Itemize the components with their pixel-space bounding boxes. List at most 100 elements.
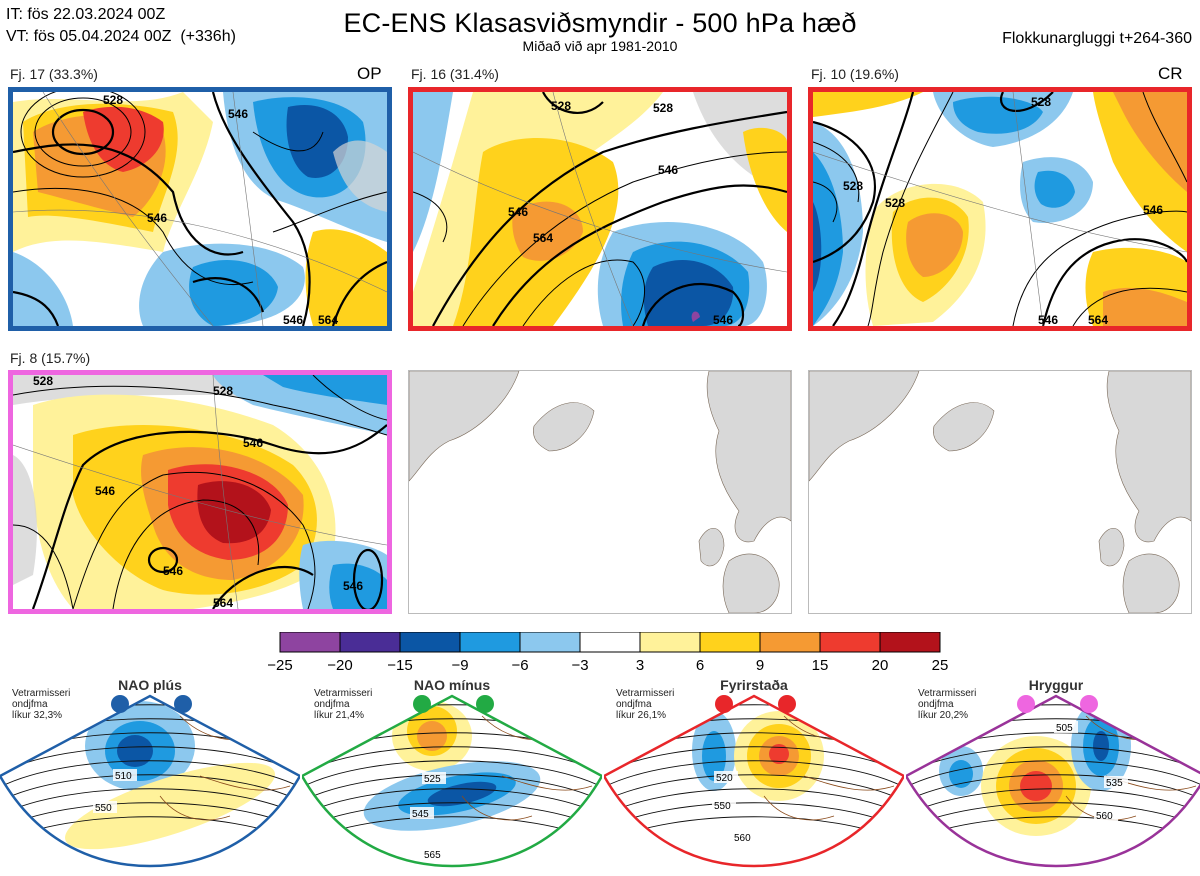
regime-title: Fyrirstaða (720, 677, 788, 693)
colorbar-swatch (399, 631, 461, 653)
regime-probability-note: líkur 32,3% (12, 710, 62, 721)
contour-label: 546 (508, 205, 528, 219)
regime-probability-note: Vetrarmisseri (12, 688, 70, 699)
regime-contour-label: 550 (95, 803, 112, 814)
regime-probability-note: líkur 26,1% (616, 710, 666, 721)
contour-label: 546 (343, 579, 363, 593)
colorbar-tick-label: −25 (267, 657, 292, 674)
page-subtitle: Miðað við apr 1981-2010 (522, 38, 678, 54)
regime-panel: NAO plús Vetrarmisseri ondjfma líkur 32,3% 5… (0, 676, 302, 871)
regime-title: NAO mínus (414, 677, 490, 693)
colorbar-swatch (459, 631, 521, 653)
contour-label: 546 (658, 163, 678, 177)
contour-label: 546 (713, 313, 733, 326)
regime-contour-label: 560 (1096, 811, 1113, 822)
regime-contour-label: 535 (1106, 778, 1123, 789)
colorbar-swatch (879, 631, 941, 653)
regime-probability-note: ondjfma (314, 699, 350, 710)
regime-contour-label: 520 (716, 773, 733, 784)
regime-center-marker (1017, 695, 1035, 713)
contour-label: 546 (283, 313, 303, 326)
regime-probability-note: ondjfma (12, 699, 48, 710)
colorbar-tick-label: −6 (511, 657, 528, 674)
colorbar: −25 −20 −15 −9 −6 −3 3 6 9 15 20 25 (265, 631, 955, 674)
colorbar-swatch (819, 631, 881, 653)
regime-probability-note: Vetrarmisseri (918, 688, 976, 699)
contour-label: 546 (163, 564, 183, 578)
regime-center-marker (1080, 695, 1098, 713)
colorbar-swatch (759, 631, 821, 653)
colorbar-swatch (519, 631, 581, 653)
regime-contour-label: 510 (115, 771, 132, 782)
regime-contour-label: 550 (714, 801, 731, 812)
regime-center-marker (778, 695, 796, 713)
regime-center-marker (174, 695, 192, 713)
contour-label: 528 (1031, 95, 1051, 109)
contour-label: 528 (843, 179, 863, 193)
classification-window: Flokkunargluggi t+264-360 (1002, 30, 1192, 47)
regime-probability-note: ondjfma (918, 699, 954, 710)
regime-contour-label: 525 (424, 774, 441, 785)
colorbar-tick-label: 9 (756, 657, 764, 674)
regime-center-marker (413, 695, 431, 713)
colorbar-tick-label: −9 (451, 657, 468, 674)
regime-center-marker (476, 695, 494, 713)
regime-probability-note: Vetrarmisseri (314, 688, 372, 699)
regime-panel: Hryggur Vetrarmisseri ondjfma líkur 20,2% 50… (904, 676, 1200, 871)
colorbar-tick-label: −15 (387, 657, 412, 674)
page-title: EC-ENS Klasasviðsmyndir - 500 hPa hæð (343, 8, 857, 38)
cluster-map-fj16: 528 528 546 546 564 546 (408, 87, 792, 331)
cluster-map-fj10: 528 528 528 546 546 564 (808, 87, 1192, 331)
colorbar-graphic: −25 −20 −15 −9 −6 −3 3 6 9 15 20 25 (267, 631, 949, 674)
regime-panel: NAO mínus Vetrarmisseri ondjfma líkur 21,4%… (300, 676, 604, 871)
cluster-map-fj8: 528 528 546 546 546 546 564 (8, 370, 392, 614)
regime-probability-note: Vetrarmisseri (616, 688, 674, 699)
weather-regimes: NAO plús Vetrarmisseri ondjfma líkur 32,3% 5… (0, 676, 1200, 871)
colorbar-swatch (699, 631, 761, 653)
initial-time: IT: fös 22.03.2024 00Z (6, 6, 166, 23)
regime-probability-note: líkur 20,2% (918, 710, 968, 721)
empty-map-panel-5 (408, 370, 792, 614)
contour-label: 528 (653, 101, 673, 115)
colorbar-swatch (639, 631, 701, 653)
colorbar-tick-label: 25 (932, 657, 949, 674)
panel-1-tag: OP (357, 64, 382, 83)
colorbar-swatch (279, 631, 341, 653)
contour-label: 564 (318, 313, 338, 326)
colorbar-tick-label: 20 (872, 657, 889, 674)
colorbar-tick-label: 3 (636, 657, 644, 674)
contour-label: 528 (551, 99, 571, 113)
contour-label: 546 (228, 107, 248, 121)
contour-label: 546 (243, 436, 263, 450)
panel-3-label: Fj. 10 (19.6%) (811, 66, 899, 82)
regime-probability-note: líkur 21,4% (314, 710, 364, 721)
contour-label: 564 (213, 596, 233, 609)
empty-map-panel-6 (808, 370, 1192, 614)
contour-label: 546 (1143, 203, 1163, 217)
panel-3-tag: CR (1158, 64, 1183, 83)
regime-contour-label: 545 (412, 809, 429, 820)
regime-center-marker (111, 695, 129, 713)
regime-center-marker (715, 695, 733, 713)
regime-contour-label: 565 (424, 850, 441, 861)
colorbar-swatch (339, 631, 401, 653)
regime-panel: Fyrirstaða Vetrarmisseri ondjfma líkur 26,1… (602, 676, 906, 871)
colorbar-swatch (579, 631, 641, 653)
panel-2-label: Fj. 16 (31.4%) (411, 66, 499, 82)
regime-contour-label: 560 (734, 833, 751, 844)
valid-time: VT: fös 05.04.2024 00Z (+336h) (6, 28, 236, 45)
regime-contour-label: 505 (1056, 723, 1073, 734)
contour-label: 546 (147, 211, 167, 225)
contour-label: 564 (533, 231, 553, 245)
regime-title: Hryggur (1029, 677, 1084, 693)
colorbar-tick-label: 6 (696, 657, 704, 674)
panel-4-label: Fj. 8 (15.7%) (10, 350, 91, 366)
panel-1-label: Fj. 17 (33.3%) (10, 66, 98, 82)
contour-label: 528 (33, 375, 53, 388)
contour-label: 528 (103, 93, 123, 107)
contour-label: 546 (95, 484, 115, 498)
